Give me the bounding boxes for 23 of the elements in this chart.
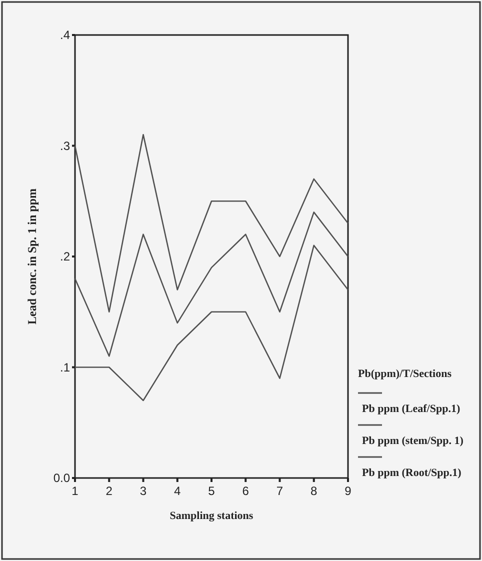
- legend-label: Pb ppm (stem/Spp. 1): [362, 435, 464, 447]
- x-tick-label: 9: [344, 484, 352, 498]
- line-series: [74, 244, 349, 402]
- y-tick-label: .1: [60, 360, 70, 374]
- x-tick-label: 2: [106, 484, 113, 498]
- line-series: [74, 134, 349, 313]
- x-tick-label: 3: [140, 484, 147, 498]
- x-tick-label: 5: [208, 484, 216, 498]
- line-series: [74, 212, 349, 357]
- legend-label: Pb ppm (Root/Spp.1): [362, 467, 462, 479]
- y-tick-label: .3: [60, 138, 70, 153]
- legend-label: Pb ppm (Leaf/Spp.1): [362, 403, 460, 415]
- y-tick-label: .2: [60, 250, 70, 264]
- y-tick-label: .4: [60, 28, 70, 42]
- x-tick-label: 4: [174, 484, 182, 498]
- y-tick-label: 0.0: [53, 471, 70, 485]
- legend-title: Pb(ppm)/T/Sections: [358, 368, 452, 380]
- x-tick-label: 1: [72, 484, 79, 498]
- y-axis-title: Lead conc. in Sp. 1 in ppm: [25, 188, 39, 325]
- x-tick-label: 8: [310, 484, 318, 498]
- x-tick-label: 6: [242, 484, 250, 498]
- x-axis-title: Sampling stations: [170, 510, 254, 522]
- x-tick-label: 7: [276, 484, 284, 498]
